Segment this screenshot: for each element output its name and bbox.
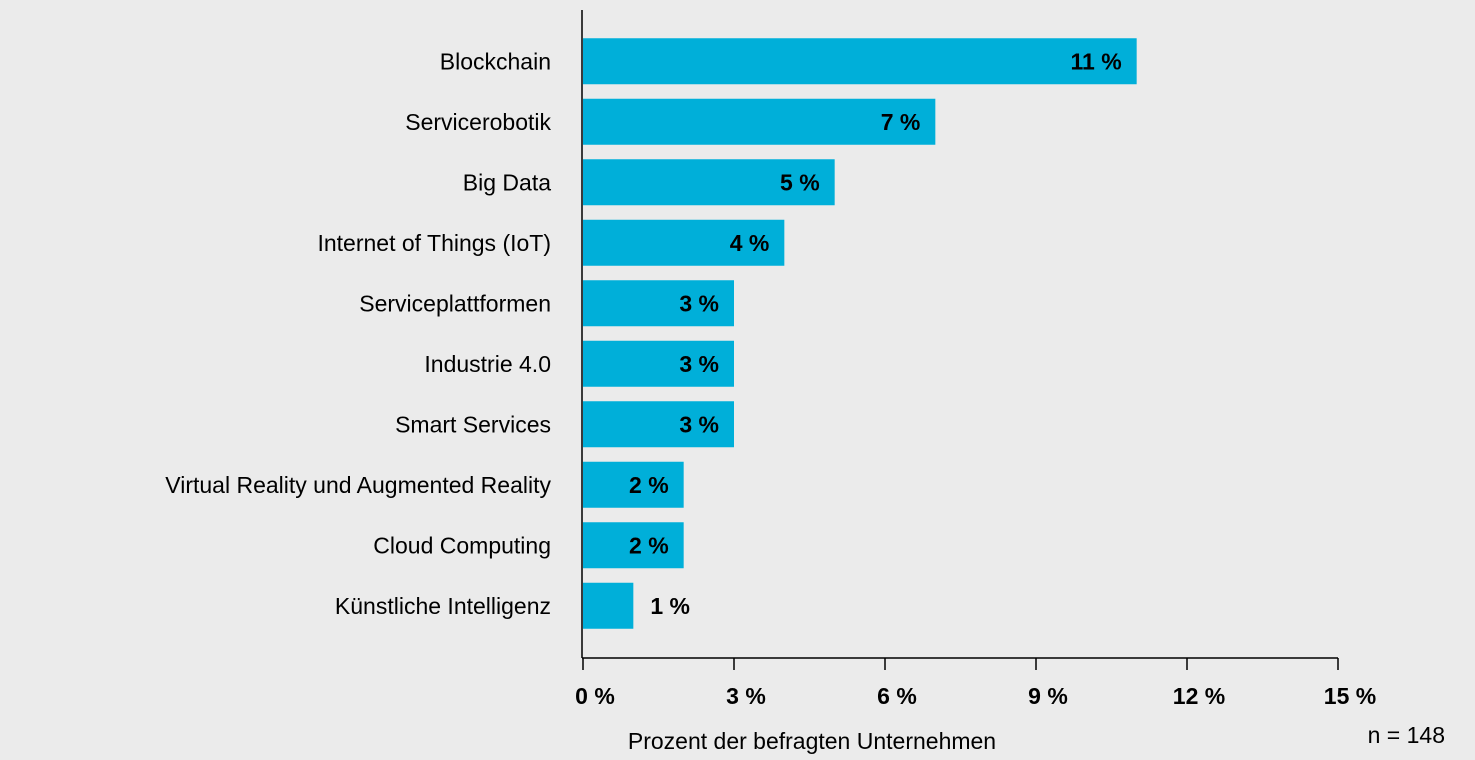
- bar: [583, 219, 785, 266]
- x-tick-label: 6 %: [877, 683, 917, 709]
- value-label: 3 %: [679, 411, 719, 437]
- x-tick-label: 12 %: [1173, 683, 1225, 709]
- value-label: 7 %: [881, 109, 921, 135]
- y-tick-label: Servicerobotik: [405, 109, 551, 135]
- y-tick-label: Virtual Reality und Augmented Reality: [165, 472, 551, 498]
- value-label: 5 %: [780, 169, 820, 195]
- annotation: n = 148: [1368, 722, 1445, 748]
- x-tick-label: 9 %: [1028, 683, 1068, 709]
- bar: [583, 38, 1137, 85]
- value-label: 1 %: [650, 593, 690, 619]
- y-tick-label: Smart Services: [395, 411, 551, 437]
- x-tick-label: 3 %: [726, 683, 766, 709]
- value-label: 2 %: [629, 472, 669, 498]
- bar: [583, 401, 734, 448]
- bar: [583, 280, 734, 327]
- y-tick-label: Internet of Things (IoT): [317, 230, 551, 256]
- y-tick-label: Cloud Computing: [373, 532, 551, 558]
- value-label: 3 %: [679, 351, 719, 377]
- y-tick-label: Serviceplattformen: [359, 290, 551, 316]
- bar: [583, 340, 734, 387]
- y-tick-label: Künstliche Intelligenz: [335, 593, 551, 619]
- bar: [583, 461, 684, 508]
- value-label: 11 %: [1071, 48, 1122, 74]
- bar: [583, 582, 634, 629]
- bar: [583, 159, 835, 206]
- y-tick-label: Blockchain: [440, 48, 551, 74]
- value-label: 3 %: [679, 290, 719, 316]
- x-tick-label: 0 %: [575, 683, 615, 709]
- value-label: 2 %: [629, 532, 669, 558]
- value-label: 4 %: [730, 230, 770, 256]
- bar: [583, 522, 684, 569]
- y-tick-label: Big Data: [463, 169, 551, 195]
- x-tick-label: 15 %: [1324, 683, 1376, 709]
- bar: [583, 98, 936, 145]
- y-tick-label: Industrie 4.0: [424, 351, 551, 377]
- x-axis-label: Prozent der befragten Unternehmen: [628, 728, 996, 754]
